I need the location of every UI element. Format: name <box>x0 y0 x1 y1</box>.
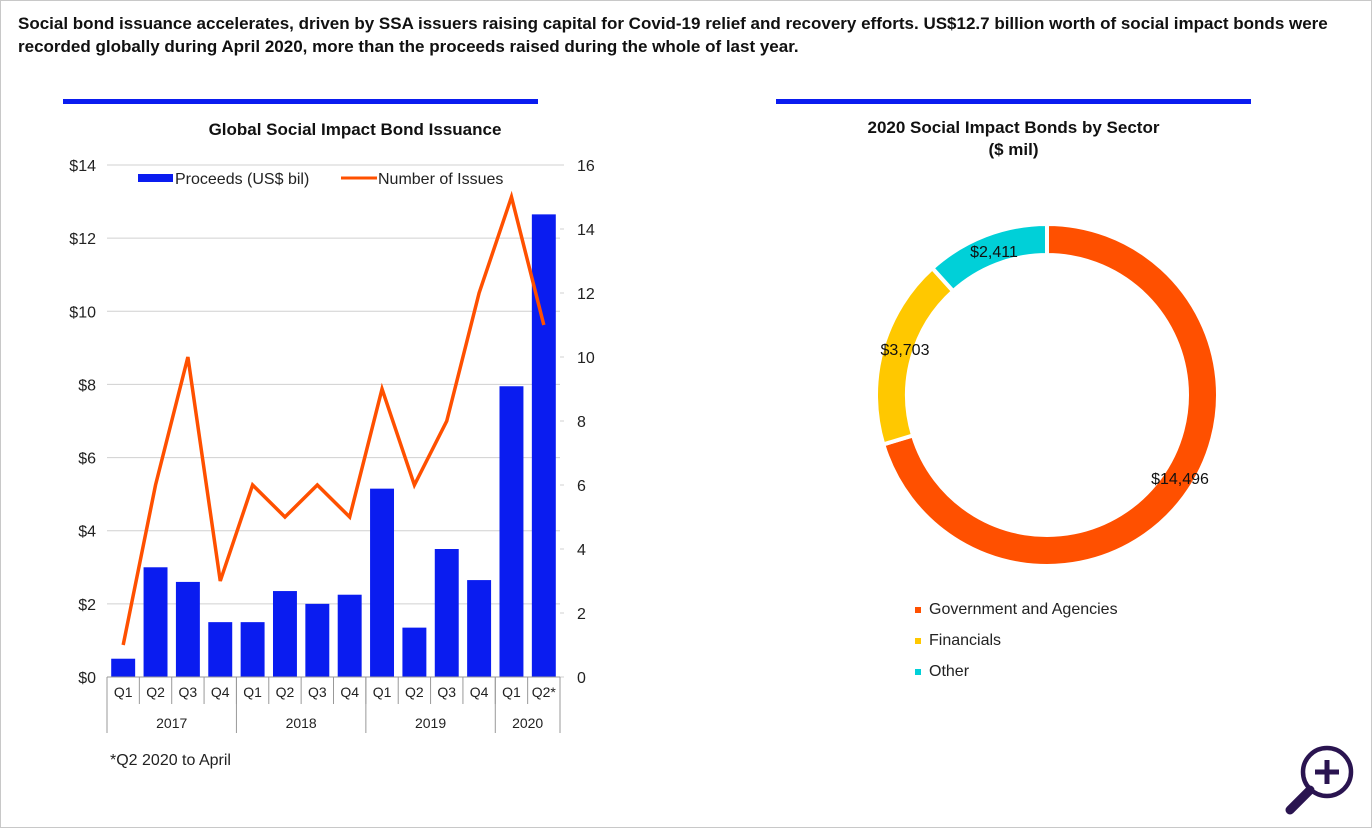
x-tick-label: Q4 <box>340 684 359 700</box>
bar <box>208 622 233 677</box>
bar <box>272 591 297 677</box>
x-tick-label: Q2* <box>532 684 557 700</box>
bar-chart-legend: Proceeds (US$ bil) Number of Issues <box>138 171 503 188</box>
y-right-tick-label: 12 <box>577 286 595 303</box>
line-series <box>121 190 546 646</box>
bar <box>370 488 395 677</box>
x-tick-label: Q2 <box>146 684 165 700</box>
x-tick-label: Q2 <box>405 684 424 700</box>
legend-swatch-proceeds <box>138 174 173 182</box>
left-accent-rule <box>63 99 538 104</box>
donut-legend: Government and Agencies Financials Other <box>915 594 1118 687</box>
y-right-tick-label: 10 <box>577 350 595 367</box>
x-tick-label: Q1 <box>114 684 133 700</box>
y-left-tick-label: $4 <box>78 524 96 541</box>
y-left-tick-label: $12 <box>69 231 96 248</box>
bar <box>175 581 200 677</box>
bar <box>531 214 556 677</box>
y-right-tick-label: 2 <box>577 606 586 623</box>
x-tick-label: Q3 <box>179 684 198 700</box>
legend-swatch-other <box>915 668 921 675</box>
y-axis-right: 0 2 4 6 8 10 12 14 16 <box>560 158 595 687</box>
footnote: *Q2 2020 to April <box>110 752 231 769</box>
y-right-tick-label: 8 <box>577 414 586 431</box>
legend-label-proceeds: Proceeds (US$ bil) <box>175 171 309 188</box>
bar <box>143 567 168 677</box>
x-tick-label: Q1 <box>243 684 262 700</box>
y-right-tick-label: 16 <box>577 158 595 175</box>
line-number-of-issues <box>121 190 546 646</box>
y-right-tick-label: 0 <box>577 670 586 687</box>
x-axis: Q1 Q2 Q3 Q4 Q1 Q2 Q3 Q4 Q1 Q2 Q3 Q4 Q1 Q2* 2017 2018 201… <box>106 676 561 733</box>
legend-swatch-financials <box>915 637 921 644</box>
y-left-tick-label: $8 <box>78 377 96 394</box>
bar-chart-title: Global Social Impact Bond Issuance <box>208 120 502 139</box>
x-group-label: 2017 <box>156 715 187 731</box>
x-tick-label: Q3 <box>437 684 456 700</box>
x-tick-label: Q3 <box>308 684 327 700</box>
legend-label-other: Other <box>929 662 970 680</box>
x-group-label: 2019 <box>415 715 446 731</box>
x-tick-label: Q4 <box>470 684 489 700</box>
donut-chart-title: 2020 Social Impact Bonds by Sector ($ mi… <box>776 117 1251 161</box>
legend-item-other: Other <box>915 656 1118 687</box>
y-axis-left: $0 $2 $4 $6 $8 $10 $12 $14 <box>69 158 96 687</box>
x-group-label: 2018 <box>286 715 317 731</box>
y-left-tick-label: $2 <box>78 597 96 614</box>
x-tick-label: Q4 <box>211 684 230 700</box>
x-tick-label: Q1 <box>373 684 392 700</box>
x-group-label: 2020 <box>512 715 543 731</box>
y-left-tick-label: $6 <box>78 451 96 468</box>
zoom-in-button[interactable] <box>1280 742 1360 822</box>
legend-swatch-government <box>915 606 921 613</box>
bar <box>305 603 330 677</box>
y-left-tick-label: $0 <box>78 670 96 687</box>
legend-label-government: Government and Agencies <box>929 600 1118 618</box>
y-left-tick-label: $10 <box>69 304 96 321</box>
bar <box>111 658 136 677</box>
x-tick-label: Q1 <box>502 684 521 700</box>
bar <box>402 627 427 677</box>
y-left-tick-label: $14 <box>69 158 96 175</box>
bar-line-chart: $0 $2 $4 $6 $8 $10 $12 $14 0 2 4 6 8 10 12 14 16 Q1 Q2 Q3… <box>69 158 595 733</box>
x-tick-label: Q2 <box>276 684 295 700</box>
zoom-in-icon <box>1285 745 1354 815</box>
bar <box>240 622 265 677</box>
right-accent-rule <box>776 99 1251 104</box>
headline: Social bond issuance accelerates, driven… <box>18 14 1328 56</box>
legend-item-financials: Financials <box>915 625 1118 656</box>
y-right-tick-label: 6 <box>577 478 586 495</box>
bar <box>499 386 524 677</box>
y-right-tick-label: 4 <box>577 542 586 559</box>
legend-label-issues: Number of Issues <box>378 171 503 188</box>
donut-title-line: 2020 Social Impact Bonds by Sector <box>867 118 1160 137</box>
gridlines <box>107 164 560 605</box>
bars <box>111 214 556 677</box>
bar <box>467 580 492 677</box>
legend-label-financials: Financials <box>929 631 1002 649</box>
y-right-tick-label: 14 <box>577 222 595 239</box>
legend-item-government: Government and Agencies <box>915 594 1118 625</box>
donut-subtitle: ($ mil) <box>988 140 1039 159</box>
bar <box>337 594 362 677</box>
bar <box>434 549 459 677</box>
